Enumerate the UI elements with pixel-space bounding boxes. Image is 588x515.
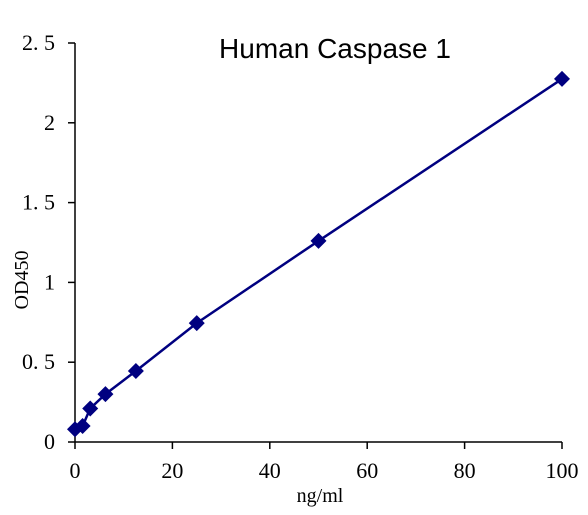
chart-title: Human Caspase 1 xyxy=(219,33,451,64)
x-tick-label: 100 xyxy=(546,458,579,483)
data-point xyxy=(82,400,99,417)
data-point xyxy=(554,70,570,87)
x-tick-label: 60 xyxy=(356,458,378,483)
x-axis-label: ng/ml xyxy=(297,485,344,507)
data-point xyxy=(97,386,114,403)
x-tick-label: 80 xyxy=(454,458,476,483)
data-point xyxy=(127,362,144,379)
y-tick-label: 2 xyxy=(44,110,55,135)
x-tick-label: 0 xyxy=(70,458,81,483)
x-tick-label: 40 xyxy=(259,458,281,483)
y-axis-label: OD450 xyxy=(11,251,33,310)
y-tick-label: 1. 5 xyxy=(22,190,55,215)
data-point xyxy=(74,418,91,435)
data-point xyxy=(188,315,205,332)
y-tick-label: 0 xyxy=(44,429,55,454)
data-point xyxy=(310,232,327,249)
x-tick-label: 20 xyxy=(161,458,183,483)
y-tick-label: 1 xyxy=(44,269,55,294)
data-line xyxy=(74,77,563,431)
y-tick-label: 2. 5 xyxy=(22,30,55,55)
y-tick-label: 0. 5 xyxy=(22,349,55,374)
